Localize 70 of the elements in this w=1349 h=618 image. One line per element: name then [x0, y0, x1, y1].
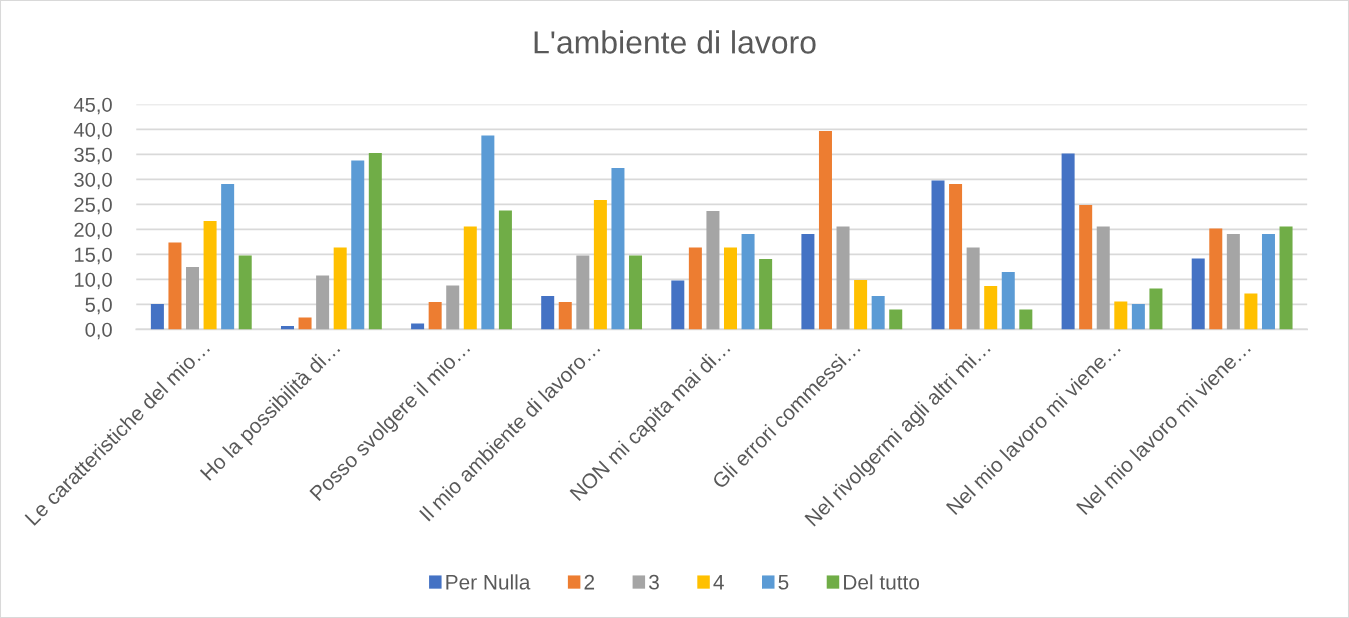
- bar: [1244, 293, 1258, 330]
- y-tick-label: 45,0: [73, 97, 112, 115]
- bar: [168, 242, 182, 330]
- bar: [1279, 226, 1293, 330]
- bar: [1001, 271, 1015, 330]
- y-tick-label: 35,0: [74, 147, 112, 165]
- bar: [931, 180, 945, 330]
- bar: [298, 317, 312, 330]
- bar: [1019, 309, 1033, 330]
- y-tick-label: 25,0: [74, 197, 112, 215]
- bar: [203, 220, 217, 330]
- bar: [150, 303, 164, 330]
- bar: [541, 295, 555, 330]
- bar: [238, 255, 252, 330]
- bar: [1209, 228, 1223, 330]
- y-tick-label: 30,0: [74, 172, 112, 190]
- bar: [351, 160, 365, 330]
- bar: [688, 247, 702, 330]
- bar: [186, 266, 200, 330]
- bar: [576, 255, 590, 330]
- bar: [871, 295, 885, 330]
- bar: [741, 233, 755, 330]
- bar: [629, 255, 643, 330]
- legend-label: 3: [649, 574, 659, 590]
- bar: [854, 279, 868, 330]
- y-tick-label: 10,0: [74, 272, 112, 290]
- bar: [498, 210, 512, 330]
- y-tick-label: 40,0: [73, 122, 112, 140]
- bar: [1226, 233, 1240, 330]
- bar: [316, 275, 330, 330]
- bar: [984, 285, 998, 330]
- bar: [723, 247, 737, 330]
- bar: [759, 258, 773, 330]
- bar: [463, 226, 477, 330]
- bar: [1261, 233, 1275, 330]
- bar: [481, 135, 495, 330]
- bar: [706, 210, 720, 330]
- bar: [801, 233, 815, 330]
- bar: [1131, 303, 1145, 330]
- bar: [428, 301, 442, 330]
- bar: [1061, 153, 1075, 330]
- bar: [446, 285, 460, 330]
- bar: [671, 280, 685, 330]
- legend-label: 5: [778, 575, 789, 590]
- y-tick-label: 20,0: [74, 222, 112, 240]
- chart-title: L'ambiente di lavoro: [534, 30, 816, 54]
- bar: [1096, 226, 1110, 330]
- bar: [611, 167, 625, 330]
- bar: [836, 226, 850, 330]
- bar: [1149, 288, 1163, 330]
- y-tick-label: 15,0: [74, 247, 112, 265]
- bar: [558, 301, 572, 330]
- legend-label: Del tutto: [844, 574, 920, 590]
- bar: [949, 183, 963, 330]
- bar: [818, 130, 832, 330]
- bar: [333, 247, 347, 330]
- legend-label: Per Nulla: [446, 574, 531, 590]
- bar: [411, 323, 425, 330]
- bar: [1079, 204, 1093, 330]
- y-tick-label: 5,0: [85, 297, 112, 315]
- bar: [966, 247, 980, 330]
- bar: [1191, 258, 1205, 330]
- bar: [221, 183, 235, 330]
- bar: [593, 199, 607, 330]
- legend-label: 4: [713, 575, 724, 590]
- bar: [1114, 301, 1128, 330]
- legend-label: 2: [584, 574, 595, 590]
- bar: [889, 309, 903, 330]
- y-tick-label: 0,0: [85, 322, 112, 340]
- bar: [368, 152, 382, 330]
